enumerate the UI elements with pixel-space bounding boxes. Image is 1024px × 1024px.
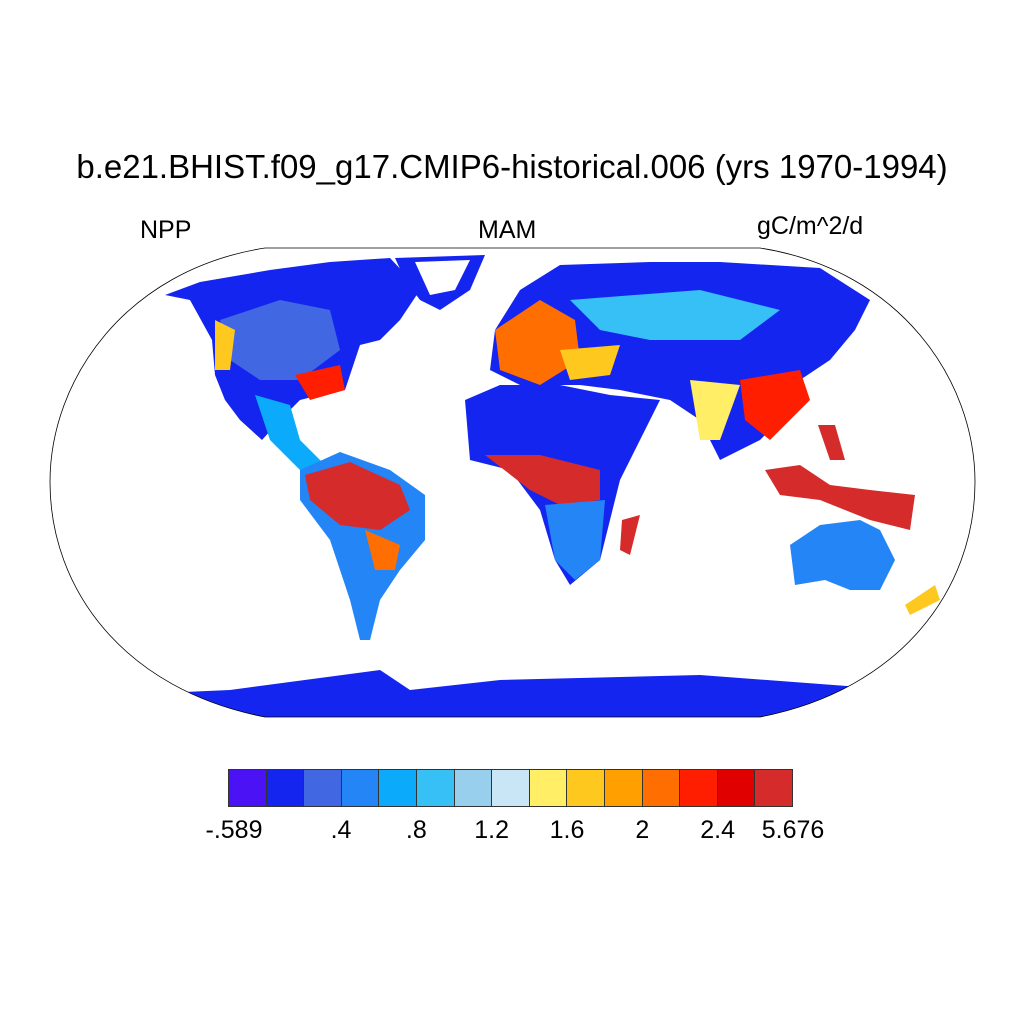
units-label: gC/m^2/d [757, 212, 864, 240]
colorbar-label: .8 [405, 816, 427, 844]
colorbar-box [529, 770, 568, 806]
colorbar-box [416, 770, 455, 806]
colorbar-box [492, 770, 530, 806]
colorbar [228, 769, 793, 807]
colorbar-box [642, 770, 681, 806]
colorbar-box [379, 770, 417, 806]
colorbar-box [266, 770, 305, 806]
colorbar-box [304, 770, 342, 806]
colorbar-box [229, 770, 267, 806]
colorbar-label: 1.6 [549, 816, 585, 844]
maritime-continent [765, 465, 915, 530]
colorbar-label: .4 [330, 816, 352, 844]
colorbar-label: 2 [635, 816, 650, 844]
colorbar-label: -.589 [205, 816, 263, 844]
colorbar-label: 2.4 [700, 816, 736, 844]
colorbar-box [755, 770, 792, 806]
colorbar-box [604, 770, 643, 806]
figure-title: b.e21.BHIST.f09_g17.CMIP6-historical.006… [76, 148, 948, 185]
colorbar-box [454, 770, 493, 806]
colorbar-label: 5.676 [761, 816, 825, 844]
season-label: MAM [478, 216, 537, 244]
australia [790, 520, 895, 590]
map-boundary [49, 247, 976, 718]
variable-label: NPP [140, 216, 192, 244]
colorbar-label: 1.2 [474, 816, 510, 844]
colorbar-box [680, 770, 718, 806]
antarctica [50, 670, 975, 717]
colorbar-box [567, 770, 605, 806]
colorbar-box [341, 770, 380, 806]
colorbar-box [717, 770, 756, 806]
